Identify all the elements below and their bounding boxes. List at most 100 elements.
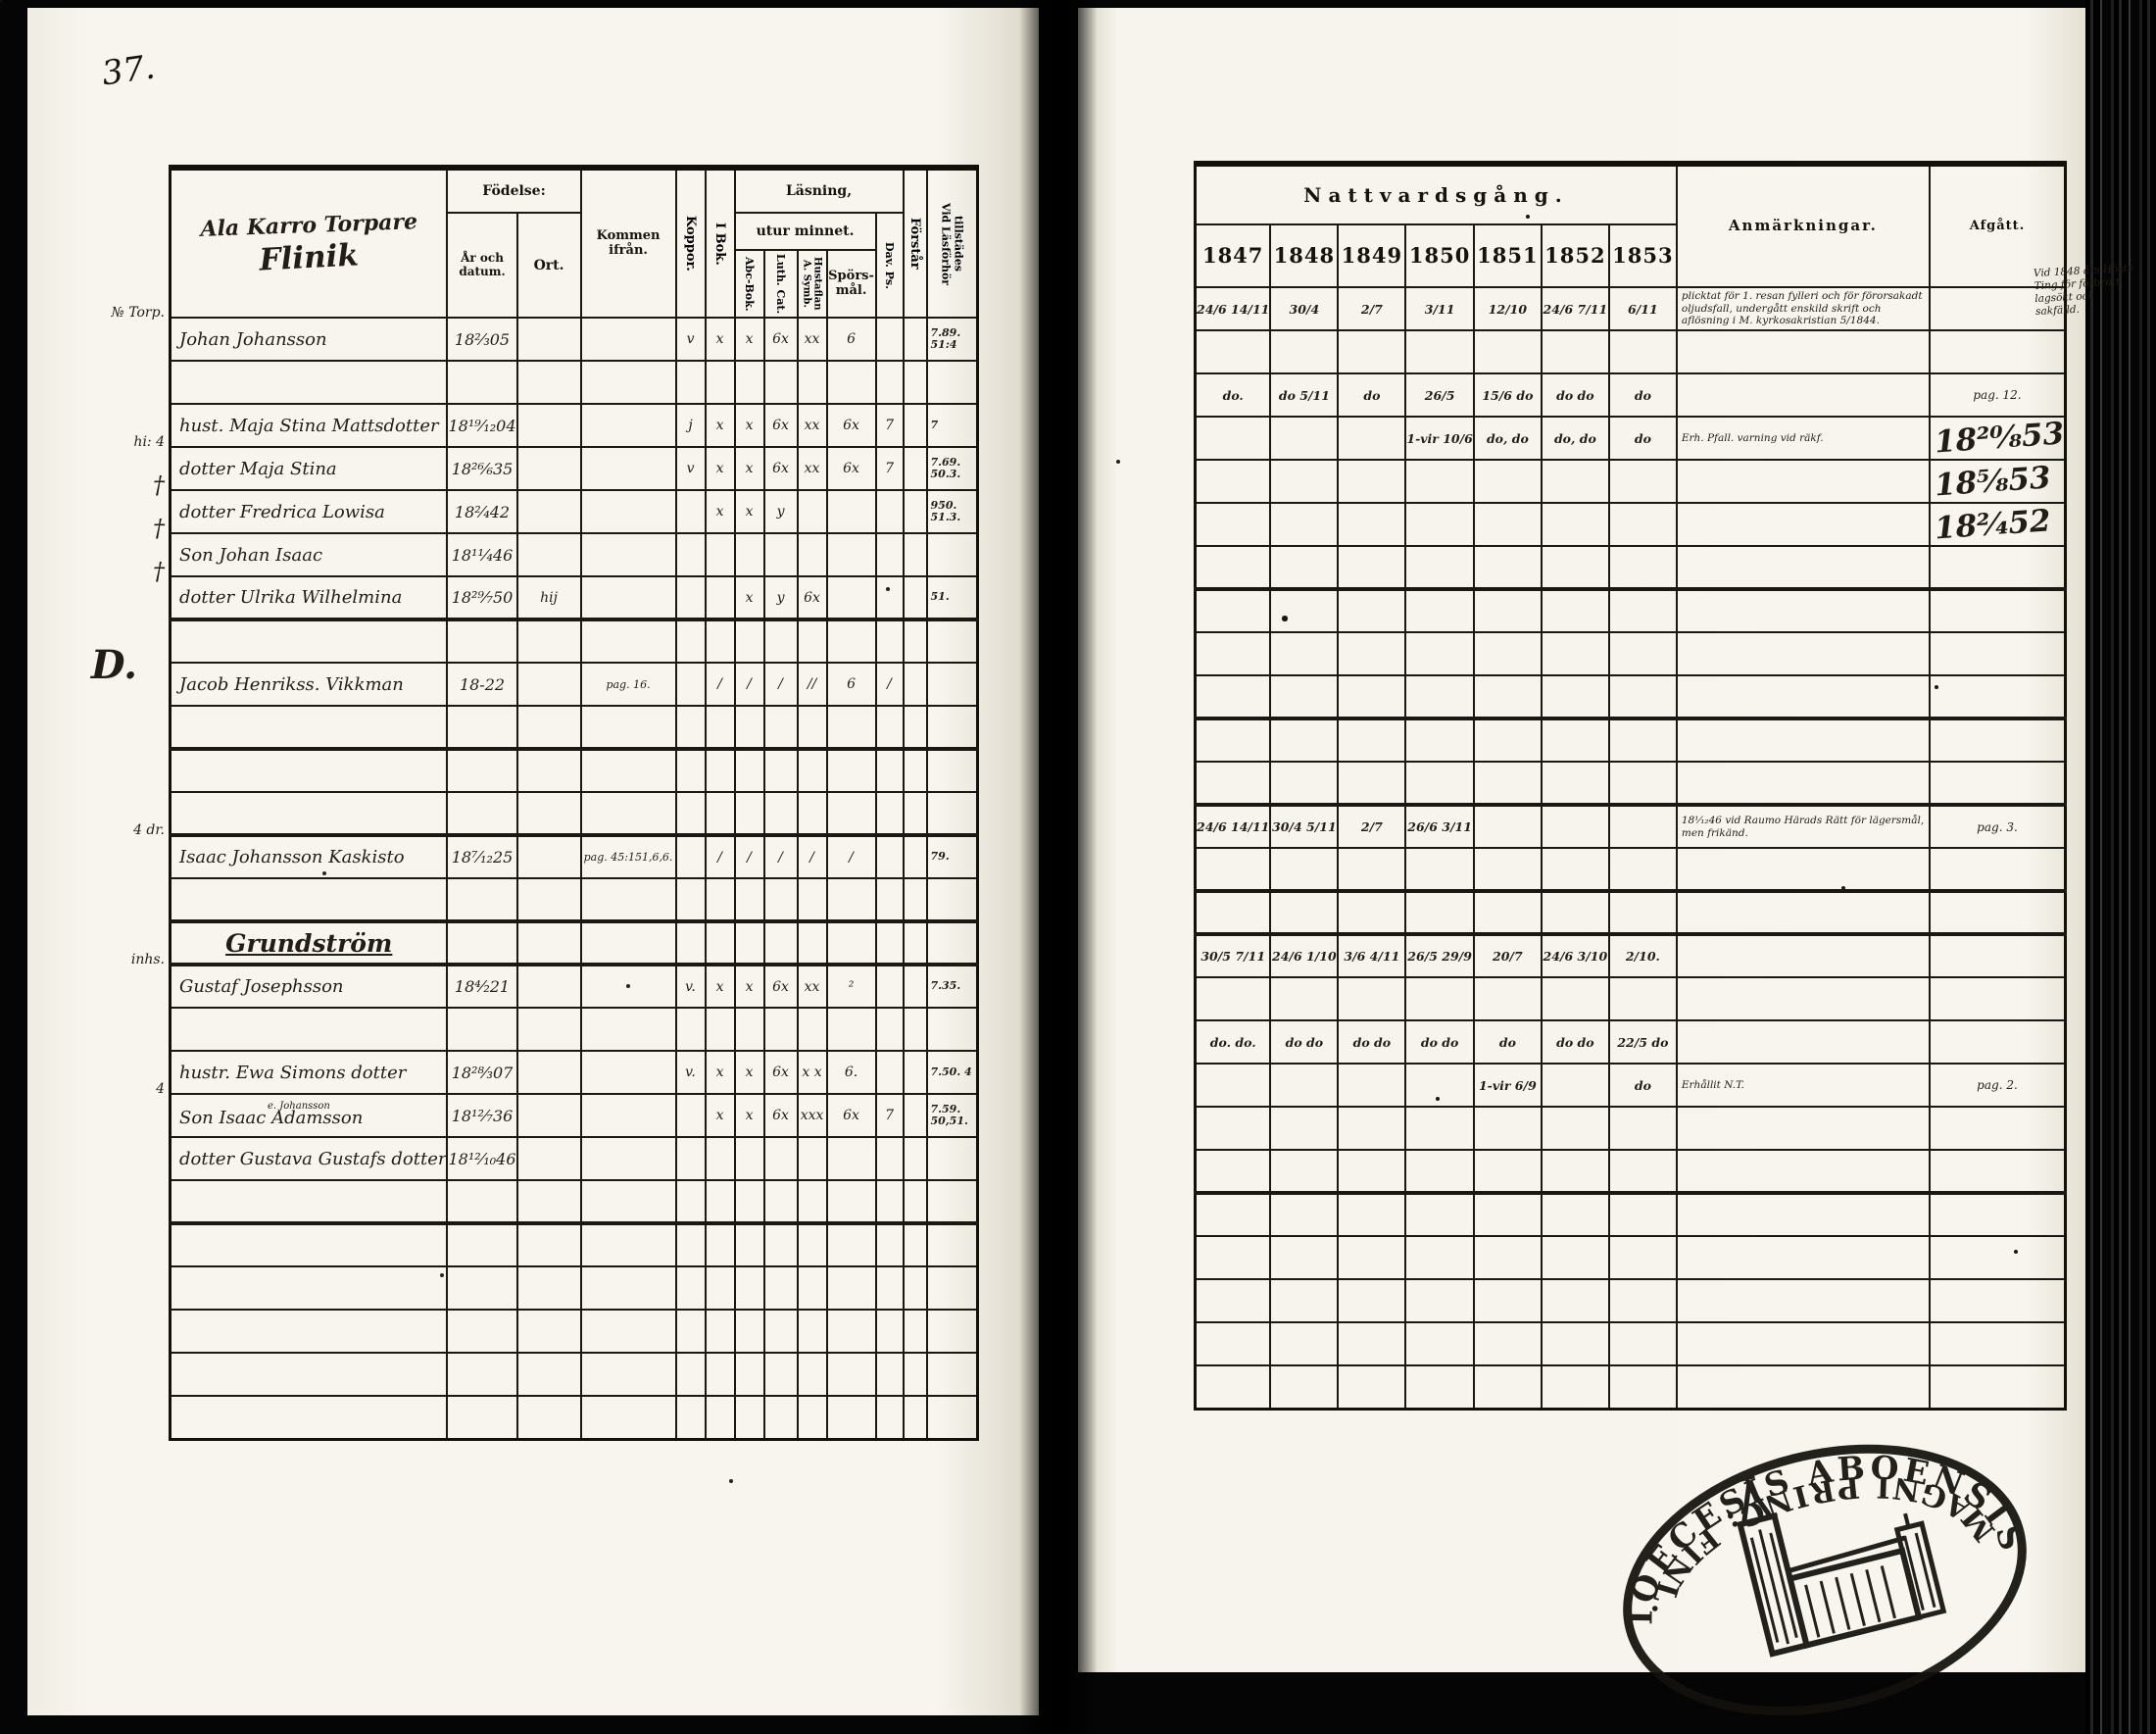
communion-dates-1850	[1404, 1235, 1475, 1280]
psalms-mark: 7	[874, 403, 905, 449]
birth-place	[515, 920, 582, 967]
abc-book-mark: x	[733, 446, 765, 492]
understands-mark	[902, 1007, 928, 1053]
communion-dates-1847	[1194, 1149, 1272, 1195]
remark	[1675, 329, 1931, 374]
household-row: Jacob Henrikss. Vikkman 18-22 pag. 16. / / / /…	[169, 662, 979, 708]
understands-mark	[902, 1179, 928, 1226]
household-row: Grundström	[169, 920, 979, 967]
birth-place	[515, 1352, 582, 1398]
communion-dates-1848: 30/4	[1269, 286, 1340, 331]
smallpox-mark	[674, 360, 707, 406]
header-in-book: I Bok.	[704, 166, 736, 320]
communion-dates-1847	[1194, 329, 1272, 374]
arrived-from	[579, 446, 677, 492]
psalms-mark	[874, 1179, 905, 1226]
communion-dates-1848	[1269, 1235, 1340, 1280]
communion-dates-1850: 26/5 29/9	[1404, 933, 1475, 978]
exam-attendance	[925, 360, 979, 406]
psalms-mark	[874, 920, 905, 967]
year-1852: 1852	[1540, 223, 1610, 288]
in-book-mark	[704, 1179, 736, 1226]
exam-attendance	[925, 1179, 979, 1226]
exam-attendance: 79.	[925, 834, 979, 880]
communion-dates-1852	[1540, 761, 1610, 807]
communion-dates-1847	[1194, 890, 1272, 936]
birth-date: 18¹⁹⁄₁₂04	[446, 403, 518, 449]
communion-dates-1852	[1540, 588, 1610, 633]
questions-mark	[825, 1309, 877, 1355]
psalms-mark	[874, 964, 905, 1010]
header-arrived-from: Kommen ifrån.	[579, 166, 677, 320]
communion-dates-1853	[1607, 459, 1678, 504]
person-name	[169, 1007, 449, 1053]
header-abc-book: Abc-Bok.	[733, 248, 765, 320]
birth-date: 18²⁄₄42	[446, 489, 518, 535]
psalms-mark: /	[874, 662, 905, 708]
arrived-from	[579, 575, 677, 622]
questions-mark	[825, 575, 877, 622]
understands-mark	[902, 1093, 928, 1139]
psalms-mark	[874, 360, 905, 406]
symbolum-mark: 6x	[796, 575, 828, 622]
smallpox-mark	[674, 791, 707, 838]
communion-dates-1852	[1540, 890, 1610, 936]
departed-date	[1928, 761, 2067, 807]
communion-row	[1194, 847, 2067, 893]
communion-dates-1847	[1194, 674, 1272, 720]
communion-dates-1852	[1540, 1278, 1610, 1323]
person-name: dotter Ulrika Wilhelmina	[169, 575, 449, 622]
communion-dates-1852	[1540, 502, 1610, 547]
smallpox-mark	[674, 834, 707, 880]
understands-mark	[902, 662, 928, 708]
abc-book-mark	[733, 877, 765, 924]
arrived-from: pag. 45:151,6,6.	[579, 834, 677, 880]
catechism-mark	[762, 1179, 799, 1226]
birth-place	[515, 1136, 582, 1182]
birth-date	[446, 1395, 518, 1441]
departed-date: pag. 3.	[1928, 804, 2067, 849]
departed-date	[1928, 631, 2067, 676]
catechism-mark	[762, 791, 799, 838]
exam-attendance: 7.89. 51:4	[925, 317, 979, 363]
communion-dates-1853	[1607, 1321, 1678, 1366]
communion-dates-1851: 15/6 do	[1472, 372, 1543, 418]
communion-dates-1848	[1269, 1278, 1340, 1323]
communion-dates-1851: 1-vir 6/9	[1472, 1063, 1543, 1108]
catechism-mark	[762, 1395, 799, 1441]
questions-mark	[825, 748, 877, 794]
abc-book-mark	[733, 1222, 765, 1268]
communion-dates-1851: do, do	[1472, 416, 1543, 461]
abc-book-mark	[733, 1265, 765, 1312]
name-correction-note: e. Johansson	[268, 1100, 330, 1112]
header-luther-catechism: Luth. Cat.	[762, 248, 799, 320]
smallpox-mark	[674, 705, 707, 752]
birth-place	[515, 834, 582, 880]
communion-dates-1847: 24/6 14/11	[1194, 286, 1272, 331]
catechism-mark	[762, 1309, 799, 1355]
catechism-mark	[762, 1222, 799, 1268]
communion-dates-1852: do do	[1540, 1019, 1610, 1065]
smallpox-mark	[674, 1179, 707, 1226]
communion-dates-1853	[1607, 1192, 1678, 1237]
exam-attendance: 7	[925, 403, 979, 449]
birth-date	[446, 1265, 518, 1312]
communion-dates-1853	[1607, 847, 1678, 893]
understands-mark	[902, 446, 928, 492]
psalms-mark	[874, 1395, 905, 1441]
communion-dates-1847	[1194, 1364, 1272, 1410]
psalms-mark	[874, 791, 905, 838]
birth-place	[515, 662, 582, 708]
in-book-mark	[704, 705, 736, 752]
household-row	[169, 1265, 979, 1312]
arrived-from	[579, 1222, 677, 1268]
catechism-mark	[762, 1265, 799, 1312]
smallpox-mark	[674, 748, 707, 794]
in-book-mark	[704, 1136, 736, 1182]
communion-dates-1852	[1540, 718, 1610, 763]
communion-dates-1850	[1404, 890, 1475, 936]
person-name	[169, 1309, 449, 1355]
year-1851: 1851	[1472, 223, 1543, 288]
psalms-mark	[874, 834, 905, 880]
symbolum-mark: xx	[796, 317, 828, 363]
